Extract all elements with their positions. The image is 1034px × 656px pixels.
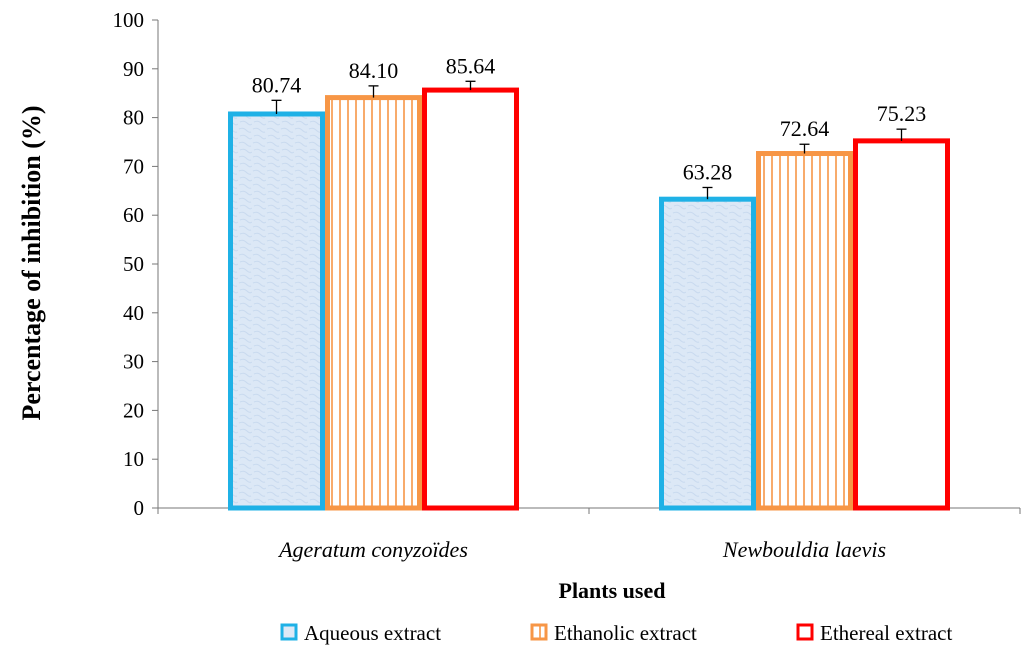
y-tick-label: 30 — [123, 350, 144, 374]
data-label: 75.23 — [877, 101, 927, 126]
legend-label: Ethereal extract — [820, 621, 952, 645]
y-tick-label: 90 — [123, 57, 144, 81]
y-tick-label: 70 — [123, 154, 144, 178]
data-label: 72.64 — [780, 116, 830, 141]
bar-aqueous-extract — [659, 196, 756, 511]
y-tick-label: 20 — [123, 398, 144, 422]
data-label: 63.28 — [683, 159, 733, 184]
bar-aqueous-extract — [228, 111, 325, 511]
legend-swatch — [280, 623, 298, 641]
data-label: 84.10 — [349, 58, 399, 83]
bar-ethanolic-extract — [325, 95, 422, 511]
y-tick-label: 60 — [123, 203, 144, 227]
data-label: 80.74 — [252, 72, 302, 97]
y-tick-label: 80 — [123, 106, 144, 130]
y-tick-label: 100 — [113, 8, 145, 32]
y-tick-label: 50 — [123, 252, 144, 276]
legend-label: Ethanolic extract — [554, 621, 697, 645]
legend-swatch — [530, 623, 548, 641]
y-tick-label: 0 — [134, 496, 145, 520]
y-axis-label: Percentage of inhibition (%) — [17, 105, 46, 420]
bar-ethereal-extract — [853, 138, 950, 511]
bar-ethereal-extract — [422, 87, 519, 511]
legend-swatch — [796, 623, 814, 641]
legend-label: Aqueous extract — [304, 621, 441, 645]
bar-ethanolic-extract — [756, 151, 853, 511]
category-label: Ageratum conyzoïdes — [277, 537, 468, 562]
data-label: 85.64 — [446, 53, 496, 78]
y-tick-label: 40 — [123, 301, 144, 325]
category-label: Newbouldia laevis — [722, 537, 886, 562]
x-axis-label: Plants used — [559, 578, 666, 603]
y-tick-label: 10 — [123, 447, 144, 471]
